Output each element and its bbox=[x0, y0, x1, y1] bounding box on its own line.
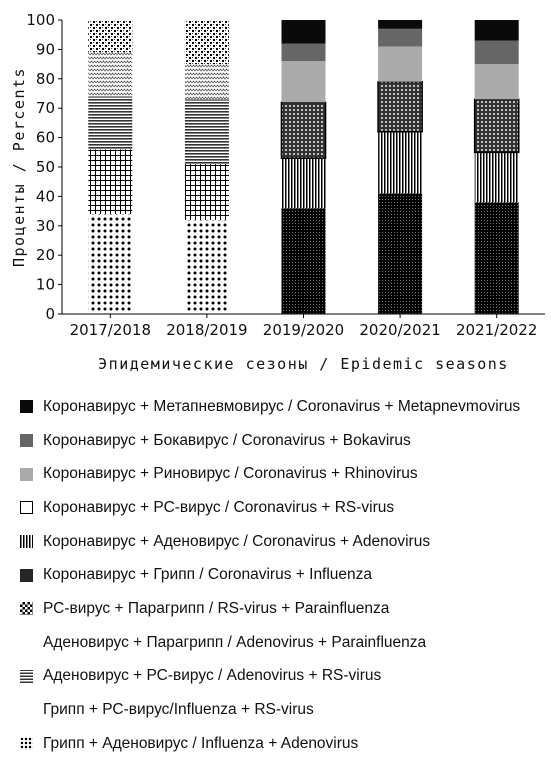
legend-label: Аденовирус + Парагрипп / Adenovirus + Pa… bbox=[43, 633, 427, 651]
bar-segment bbox=[184, 99, 229, 165]
y-tick-label: 100 bbox=[26, 11, 55, 29]
legend-label: Коронавирус + Грипп / Coronavirus + Infl… bbox=[43, 566, 373, 584]
stacked-bar-chart: 0 10 20 30 40 50 60 70 80 90 100 2017/2018 2018/2019… bbox=[10, 11, 545, 373]
legend-label: Аденовирус + РС-вирус / Adenovirus + RS-… bbox=[43, 667, 382, 685]
y-tick-label: 20 bbox=[36, 246, 55, 264]
y-tick-label: 80 bbox=[36, 70, 55, 88]
legend-item: Грипп + РС-вирус/Influenza + RS-virus bbox=[20, 693, 545, 727]
x-tick-label: 2021/2022 bbox=[456, 321, 537, 339]
legend-label: Коронавирус + Метапневмовирус / Coronavi… bbox=[43, 397, 521, 415]
legend-label: Грипп + РС-вирус/Influenza + RS-virus bbox=[43, 701, 314, 719]
bar-segment bbox=[281, 158, 326, 209]
legend-swatch bbox=[20, 467, 33, 481]
y-axis-title: Проценты / Percents bbox=[10, 67, 28, 267]
bar-segment bbox=[474, 152, 519, 203]
legend-item: Коронавирус + РС-вирус / Coronavirus + R… bbox=[20, 491, 545, 525]
legend-swatch bbox=[20, 669, 33, 683]
x-tick-label: 2018/2019 bbox=[166, 321, 247, 339]
x-tick-label: 2020/2021 bbox=[359, 321, 440, 339]
legend-swatch bbox=[20, 501, 33, 515]
legend-label: Коронавирус + Аденовирус / Coronavirus +… bbox=[43, 532, 431, 550]
legend-swatch bbox=[20, 568, 33, 582]
bar-segment bbox=[474, 40, 519, 65]
y-tick-label: 60 bbox=[36, 129, 55, 147]
legend-swatch bbox=[20, 400, 33, 414]
legend-item: Аденовирус + Парагрипп / Adenovirus + Pa… bbox=[20, 626, 545, 660]
y-tick-label: 10 bbox=[36, 276, 55, 294]
bar-segment bbox=[88, 52, 133, 97]
chart-legend: Коронавирус + Метапневмовирус / Coronavi… bbox=[20, 390, 545, 761]
bar-segment bbox=[474, 64, 519, 100]
bar-segment bbox=[473, 98, 520, 154]
legend-swatch bbox=[20, 535, 33, 549]
bar-segment bbox=[280, 101, 327, 159]
legend-swatch bbox=[20, 636, 33, 649]
bar-segment bbox=[88, 149, 133, 215]
legend-swatch bbox=[20, 704, 33, 717]
bar-segment bbox=[88, 214, 133, 314]
bar-segment bbox=[474, 20, 519, 41]
y-tick-label: 40 bbox=[36, 187, 55, 205]
bar-segment bbox=[281, 61, 326, 103]
y-tick-label: 50 bbox=[36, 158, 55, 176]
bar-segment bbox=[184, 64, 229, 100]
bar-segment bbox=[378, 46, 423, 82]
x-tick-label: 2019/2020 bbox=[263, 321, 344, 339]
legend-item: РС-вирус + Парагрипп / RS-virus + Parain… bbox=[20, 592, 545, 626]
bar-segment bbox=[184, 219, 229, 314]
bar-segment bbox=[88, 20, 133, 53]
bar-segment bbox=[378, 131, 423, 194]
y-tick-label: 70 bbox=[36, 99, 55, 117]
legend-label: Коронавирус + РС-вирус / Coronavirus + R… bbox=[43, 498, 395, 516]
legend-label: Коронавирус + Риновирус / Coronavirus + … bbox=[43, 465, 418, 483]
x-axis-title: Эпидемические сезоны / Epidemic seasons bbox=[98, 355, 509, 373]
legend-swatch bbox=[20, 434, 33, 448]
legend-label: Коронавирус + Бокавирус / Coronavirus + … bbox=[43, 431, 411, 449]
bar-segment bbox=[281, 20, 326, 44]
legend-item: Коронавирус + Аденовирус / Coronavirus +… bbox=[20, 525, 545, 559]
legend-item: Аденовирус + РС-вирус / Adenovirus + RS-… bbox=[20, 660, 545, 694]
legend-item: Грипп + Аденовирус / Influenza + Adenovi… bbox=[20, 727, 545, 761]
legend-swatch bbox=[20, 602, 33, 616]
legend-item: Коронавирус + Метапневмовирус / Coronavi… bbox=[20, 390, 545, 424]
y-tick-label: 90 bbox=[36, 40, 55, 58]
legend-label: РС-вирус + Парагрипп / RS-virus + Parain… bbox=[43, 599, 390, 617]
bar-segment bbox=[474, 202, 519, 314]
bar-segment bbox=[378, 193, 423, 314]
bar-segment bbox=[281, 43, 326, 62]
bar-segment bbox=[88, 96, 133, 150]
y-tick-label: 30 bbox=[36, 217, 55, 235]
legend-swatch bbox=[20, 737, 33, 751]
bar-segment bbox=[378, 20, 423, 29]
y-tick-label: 0 bbox=[45, 305, 55, 323]
legend-item: Коронавирус + Грипп / Coronavirus + Infl… bbox=[20, 558, 545, 592]
legend-item: Коронавирус + Риновирус / Coronavirus + … bbox=[20, 457, 545, 491]
bar-segment bbox=[377, 80, 423, 133]
legend-label: Грипп + Аденовирус / Influenza + Adenovi… bbox=[43, 734, 359, 752]
x-tick-label: 2017/2018 bbox=[70, 321, 151, 339]
bar-segment bbox=[281, 208, 326, 314]
bar-segment bbox=[378, 28, 423, 47]
bar-segment bbox=[184, 20, 229, 65]
legend-item: Коронавирус + Бокавирус / Coronavirus + … bbox=[20, 424, 545, 458]
bar-segment bbox=[184, 164, 229, 220]
